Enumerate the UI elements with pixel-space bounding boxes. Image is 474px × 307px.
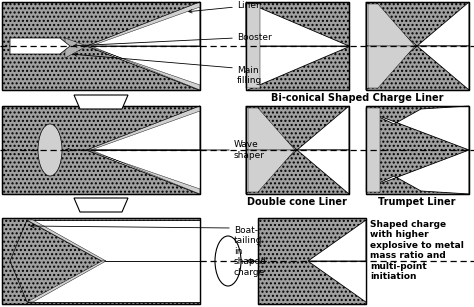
Polygon shape — [65, 38, 87, 58]
Polygon shape — [248, 150, 295, 192]
Bar — [366, 108, 380, 192]
Polygon shape — [87, 2, 200, 46]
Bar — [2, 106, 200, 194]
Polygon shape — [27, 220, 106, 261]
Bar — [366, 106, 469, 194]
Bar — [2, 218, 200, 304]
Polygon shape — [308, 261, 366, 302]
Bar — [2, 2, 200, 90]
Bar — [246, 2, 349, 90]
Text: Bi-conical Shaped Charge Liner: Bi-conical Shaped Charge Liner — [271, 93, 443, 103]
Polygon shape — [366, 2, 417, 46]
Polygon shape — [366, 106, 469, 150]
Bar — [246, 4, 260, 88]
Polygon shape — [308, 220, 366, 261]
Text: Liner: Liner — [237, 2, 260, 10]
Bar — [246, 2, 349, 90]
Polygon shape — [246, 46, 349, 90]
Ellipse shape — [215, 236, 241, 286]
Bar — [2, 2, 200, 90]
Polygon shape — [417, 2, 469, 46]
Polygon shape — [27, 261, 106, 302]
Text: Boat-
tailing
in
shaped
charge: Boat- tailing in shaped charge — [234, 226, 267, 277]
Polygon shape — [74, 198, 128, 212]
Ellipse shape — [38, 124, 62, 176]
Polygon shape — [87, 150, 200, 194]
Polygon shape — [246, 106, 297, 150]
Polygon shape — [27, 220, 200, 261]
Polygon shape — [246, 150, 297, 194]
Bar — [366, 106, 469, 194]
Text: Wave
shaper: Wave shaper — [234, 140, 265, 160]
Polygon shape — [368, 46, 415, 88]
Bar — [246, 106, 349, 194]
Polygon shape — [87, 150, 200, 194]
Polygon shape — [87, 46, 200, 90]
Polygon shape — [87, 2, 200, 46]
Bar — [258, 218, 366, 304]
Text: Shaped charge
with higher
explosive to metal
mass ratio and
multi-point
initiati: Shaped charge with higher explosive to m… — [370, 220, 464, 281]
Text: Double cone Liner: Double cone Liner — [247, 197, 347, 207]
Bar — [246, 106, 349, 194]
Polygon shape — [10, 38, 70, 54]
Bar — [258, 218, 366, 304]
Bar — [2, 218, 200, 304]
Bar — [366, 2, 469, 90]
Polygon shape — [87, 46, 200, 90]
Polygon shape — [368, 4, 415, 46]
Bar — [366, 2, 469, 90]
Polygon shape — [87, 106, 200, 150]
Polygon shape — [297, 106, 349, 150]
Polygon shape — [366, 46, 417, 90]
Polygon shape — [248, 108, 295, 150]
Polygon shape — [27, 261, 200, 302]
Text: Booster: Booster — [237, 33, 272, 41]
Polygon shape — [74, 95, 128, 109]
Polygon shape — [297, 150, 349, 194]
Polygon shape — [87, 106, 200, 150]
Bar — [2, 106, 200, 194]
Polygon shape — [417, 46, 469, 90]
Text: Main
filling: Main filling — [237, 66, 262, 85]
Polygon shape — [366, 150, 469, 194]
Polygon shape — [246, 2, 349, 46]
Text: Trumpet Liner: Trumpet Liner — [378, 197, 456, 207]
